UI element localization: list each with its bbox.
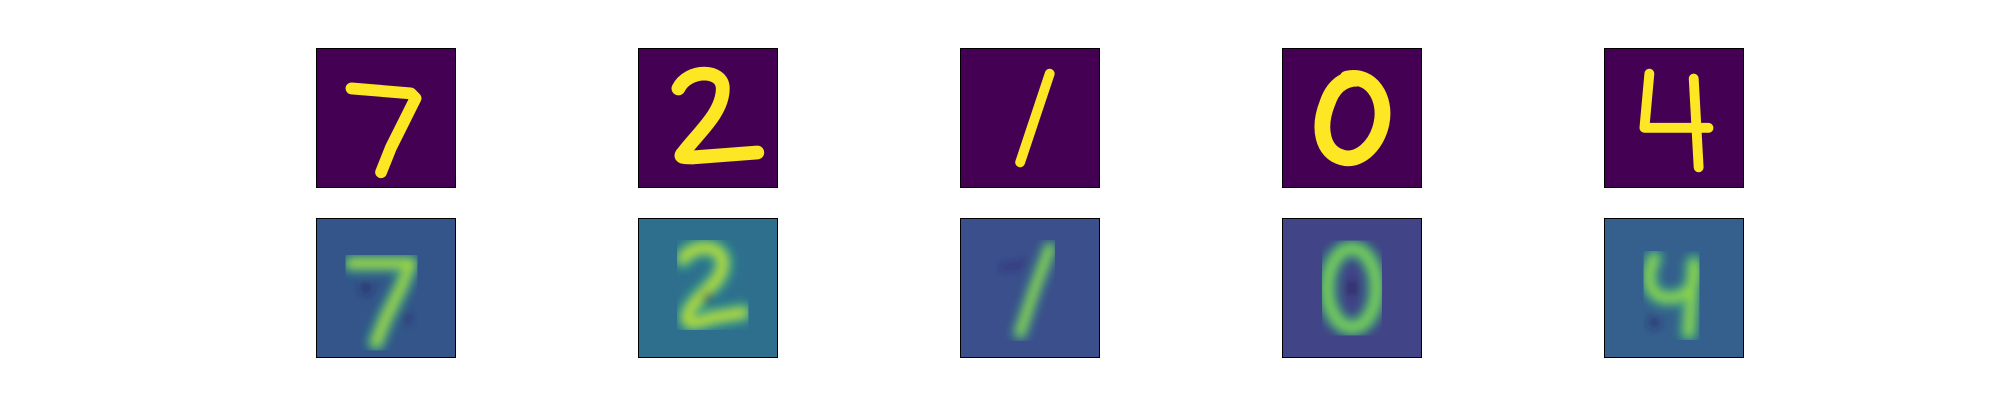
recon-7-image [317, 219, 455, 357]
digit-0-image [1283, 49, 1421, 187]
reconstructed-digit-1 [960, 218, 1100, 358]
original-digit-4 [1604, 48, 1744, 188]
original-digit-2 [638, 48, 778, 188]
reconstructed-digit-0 [1282, 218, 1422, 358]
reconstructed-digit-4 [1604, 218, 1744, 358]
recon-4-image [1605, 219, 1743, 357]
reconstructed-digit-2 [638, 218, 778, 358]
original-digit-0 [1282, 48, 1422, 188]
digit-4-image [1605, 49, 1743, 187]
original-digit-7 [316, 48, 456, 188]
original-digit-1 [960, 48, 1100, 188]
recon-0-image [1283, 219, 1421, 357]
recon-1-image [961, 219, 1099, 357]
reconstructed-digit-7 [316, 218, 456, 358]
digit-2-image [639, 49, 777, 187]
digit-1-image [961, 49, 1099, 187]
recon-2-image [639, 219, 777, 357]
digit-7-image [317, 49, 455, 187]
